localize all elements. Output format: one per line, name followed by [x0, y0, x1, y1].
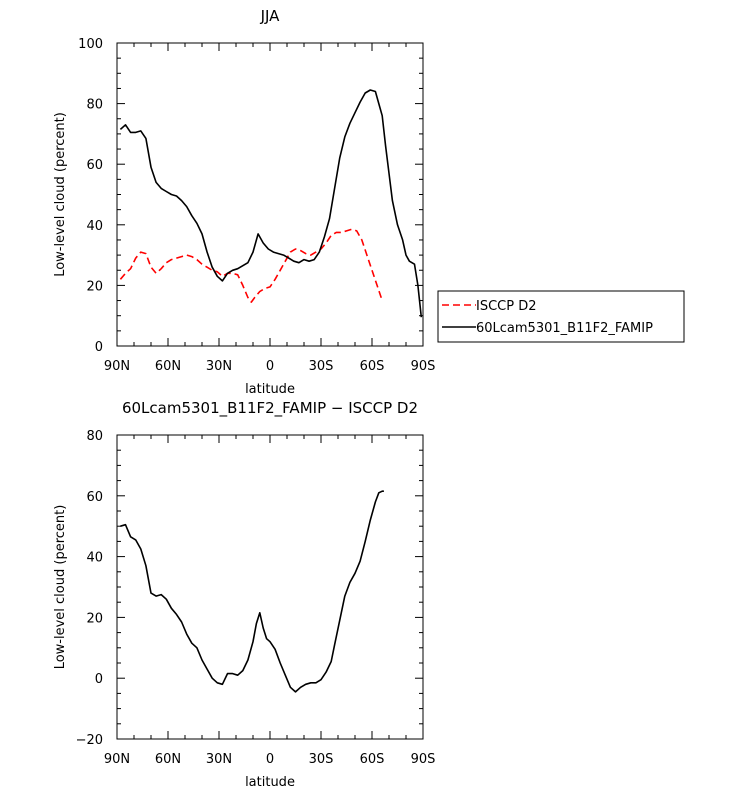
x-tick-label: 60S: [360, 752, 385, 767]
y-tick-label: 0: [95, 340, 103, 355]
plot-frame: [116, 42, 424, 347]
y-tick-label: 40: [86, 551, 103, 566]
y-tick-label: 40: [86, 219, 103, 234]
series-line-1: [119, 89, 423, 318]
top-panel: JJA 90N 60N 30N 0 30S 60S 90S 0 20 40 60 80 100 latitu…: [53, 7, 685, 397]
x-tick-label: 90S: [411, 359, 436, 374]
x-tick-label: 30N: [206, 752, 232, 767]
y-axis-title: Low-level cloud (percent): [53, 505, 68, 670]
y-tick-label: 80: [86, 98, 103, 113]
y-tick-label: 20: [86, 279, 103, 294]
y-axis-title: Low-level cloud (percent): [53, 112, 68, 277]
y-tick-label: −20: [76, 733, 103, 748]
legend-label-0: ISCCP D2: [476, 299, 537, 314]
chart-title: JJA: [260, 7, 281, 25]
bottom-panel: 60Lcam5301_B11F2_FAMIP − ISCCP D2 90N 60N 3…: [53, 399, 435, 790]
x-tick-label: 90N: [104, 752, 130, 767]
y-tick-label: 0: [95, 672, 103, 687]
legend-box: [437, 290, 685, 343]
x-tick-label: 60S: [360, 359, 385, 374]
y-tick-label: 60: [86, 158, 103, 173]
x-tick-label: 30S: [309, 752, 334, 767]
x-axis-title: latitude: [245, 775, 295, 790]
plot-frame: [116, 434, 424, 740]
y-tick-label: 100: [78, 37, 103, 52]
x-tick-label: 0: [266, 752, 274, 767]
chart-title: 60Lcam5301_B11F2_FAMIP − ISCCP D2: [122, 399, 418, 418]
x-tick-label: 60N: [155, 752, 181, 767]
y-tick-label: 60: [86, 490, 103, 505]
x-tick-label: 0: [266, 359, 274, 374]
x-tick-label: 30S: [309, 359, 334, 374]
y-tick-label: 80: [86, 429, 103, 444]
x-tick-label: 90S: [411, 752, 436, 767]
series-line-0: [120, 490, 384, 693]
y-tick-label: 20: [86, 611, 103, 626]
x-tick-label: 30N: [206, 359, 232, 374]
legend: ISCCP D2 60Lcam5301_B11F2_FAMIP: [437, 290, 685, 343]
x-tick-label: 60N: [155, 359, 181, 374]
x-tick-label: 90N: [104, 359, 130, 374]
legend-label-1: 60Lcam5301_B11F2_FAMIP: [476, 321, 653, 336]
x-axis-title: latitude: [245, 382, 295, 397]
series-line-0: [119, 228, 383, 303]
